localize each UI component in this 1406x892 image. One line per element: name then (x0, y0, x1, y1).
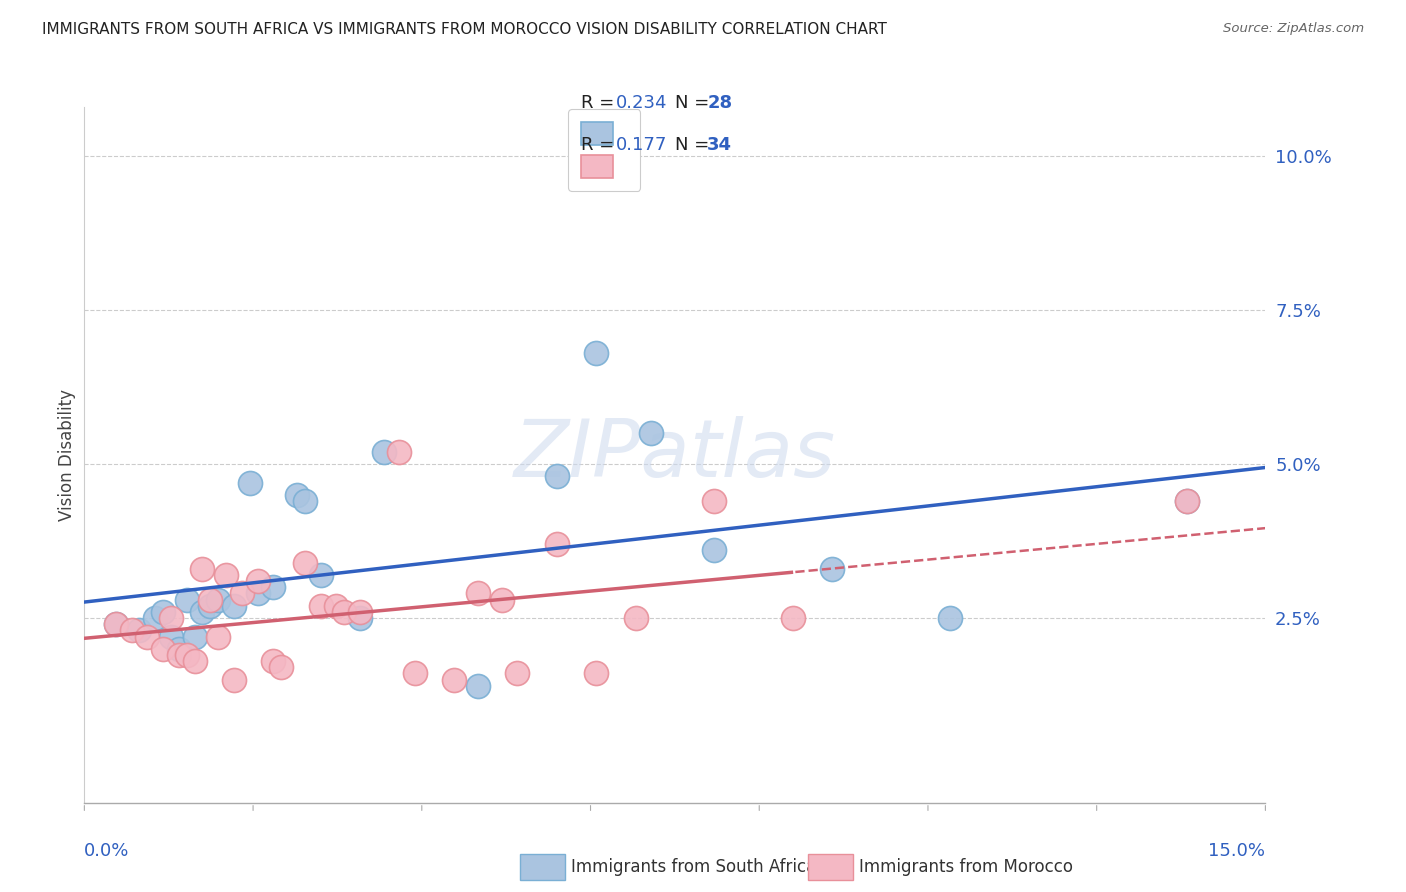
Point (167, 641, 190, 656)
Point (309, 568, 332, 582)
Point (152, 605, 174, 619)
Point (222, 673, 245, 687)
Text: Source: ZipAtlas.com: Source: ZipAtlas.com (1223, 22, 1364, 36)
Point (546, 537, 568, 551)
Point (167, 648, 190, 662)
Legend: , : , (568, 109, 640, 191)
Point (176, 592, 198, 607)
Point (1175, 494, 1198, 508)
Point (231, 586, 253, 600)
Text: 0.0%: 0.0% (84, 842, 129, 860)
Point (246, 574, 269, 589)
Point (585, 346, 607, 360)
Point (294, 556, 316, 570)
Point (143, 611, 166, 625)
Point (624, 611, 647, 625)
Y-axis label: Vision Disability: Vision Disability (58, 389, 76, 521)
Point (506, 666, 529, 681)
Point (349, 605, 371, 619)
Point (467, 586, 489, 600)
Text: R =: R = (581, 94, 620, 112)
Point (136, 630, 159, 644)
Text: Immigrants from Morocco: Immigrants from Morocco (859, 858, 1073, 876)
Point (443, 673, 465, 687)
Point (183, 654, 205, 668)
Text: 0.234: 0.234 (616, 94, 668, 112)
Point (349, 611, 371, 625)
Point (388, 445, 411, 459)
Point (640, 426, 662, 441)
Text: ZIPatlas: ZIPatlas (513, 416, 837, 494)
Point (294, 494, 316, 508)
Point (333, 605, 356, 619)
Point (1175, 494, 1198, 508)
Point (160, 630, 183, 644)
Point (215, 568, 238, 582)
Point (128, 624, 150, 638)
Point (104, 617, 127, 632)
Point (404, 666, 426, 681)
Point (585, 666, 607, 681)
Text: R =: R = (581, 136, 620, 154)
Point (467, 679, 489, 693)
Point (183, 630, 205, 644)
Point (239, 475, 262, 490)
Point (191, 605, 214, 619)
Point (325, 599, 347, 613)
Text: 28: 28 (707, 94, 733, 112)
Text: 15.0%: 15.0% (1208, 842, 1265, 860)
Point (207, 630, 229, 644)
Point (703, 494, 725, 508)
Point (246, 586, 269, 600)
Text: Immigrants from South Africa: Immigrants from South Africa (571, 858, 815, 876)
Point (546, 469, 568, 483)
Point (200, 592, 222, 607)
Point (703, 543, 725, 558)
Point (176, 648, 198, 662)
Point (373, 445, 395, 459)
Point (160, 611, 183, 625)
Point (262, 654, 284, 668)
Text: N =: N = (675, 94, 714, 112)
Text: N =: N = (675, 136, 714, 154)
Point (821, 562, 844, 576)
Point (782, 611, 804, 625)
Text: 0.177: 0.177 (616, 136, 668, 154)
Point (262, 580, 284, 594)
Point (191, 562, 214, 576)
Point (104, 617, 127, 632)
Point (939, 611, 962, 625)
Point (222, 599, 245, 613)
Point (491, 592, 513, 607)
Point (270, 660, 292, 674)
Text: 34: 34 (707, 136, 733, 154)
Text: IMMIGRANTS FROM SOUTH AFRICA VS IMMIGRANTS FROM MOROCCO VISION DISABILITY CORREL: IMMIGRANTS FROM SOUTH AFRICA VS IMMIGRAN… (42, 22, 887, 37)
Point (121, 624, 143, 638)
Point (285, 488, 308, 502)
Point (152, 641, 174, 656)
Point (309, 599, 332, 613)
Point (207, 592, 229, 607)
Point (200, 599, 222, 613)
